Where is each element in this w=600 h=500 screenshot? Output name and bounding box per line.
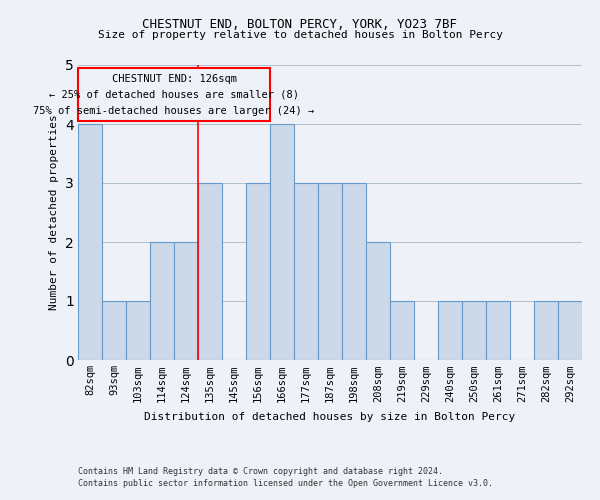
Text: ← 25% of detached houses are smaller (8): ← 25% of detached houses are smaller (8): [49, 90, 299, 100]
Text: Size of property relative to detached houses in Bolton Percy: Size of property relative to detached ho…: [97, 30, 503, 40]
Text: Contains HM Land Registry data © Crown copyright and database right 2024.: Contains HM Land Registry data © Crown c…: [78, 468, 443, 476]
Bar: [534, 301, 558, 360]
Text: CHESTNUT END: 126sqm: CHESTNUT END: 126sqm: [112, 74, 236, 84]
Bar: [174, 242, 198, 360]
Bar: [438, 301, 462, 360]
Bar: [558, 301, 582, 360]
Bar: [78, 124, 102, 360]
Bar: [198, 183, 222, 360]
Bar: [246, 183, 270, 360]
Bar: [294, 183, 318, 360]
Bar: [342, 183, 366, 360]
Bar: [126, 301, 150, 360]
Bar: [318, 183, 342, 360]
Y-axis label: Number of detached properties: Number of detached properties: [49, 114, 59, 310]
Bar: [150, 242, 174, 360]
Text: Distribution of detached houses by size in Bolton Percy: Distribution of detached houses by size …: [145, 412, 515, 422]
Text: CHESTNUT END, BOLTON PERCY, YORK, YO23 7BF: CHESTNUT END, BOLTON PERCY, YORK, YO23 7…: [143, 18, 458, 30]
Bar: [102, 301, 126, 360]
Bar: [390, 301, 414, 360]
Bar: [486, 301, 510, 360]
Text: 75% of semi-detached houses are larger (24) →: 75% of semi-detached houses are larger (…: [34, 106, 314, 116]
Bar: [462, 301, 486, 360]
Bar: [270, 124, 294, 360]
Bar: [366, 242, 390, 360]
Bar: [78, 68, 270, 121]
Text: Contains public sector information licensed under the Open Government Licence v3: Contains public sector information licen…: [78, 479, 493, 488]
